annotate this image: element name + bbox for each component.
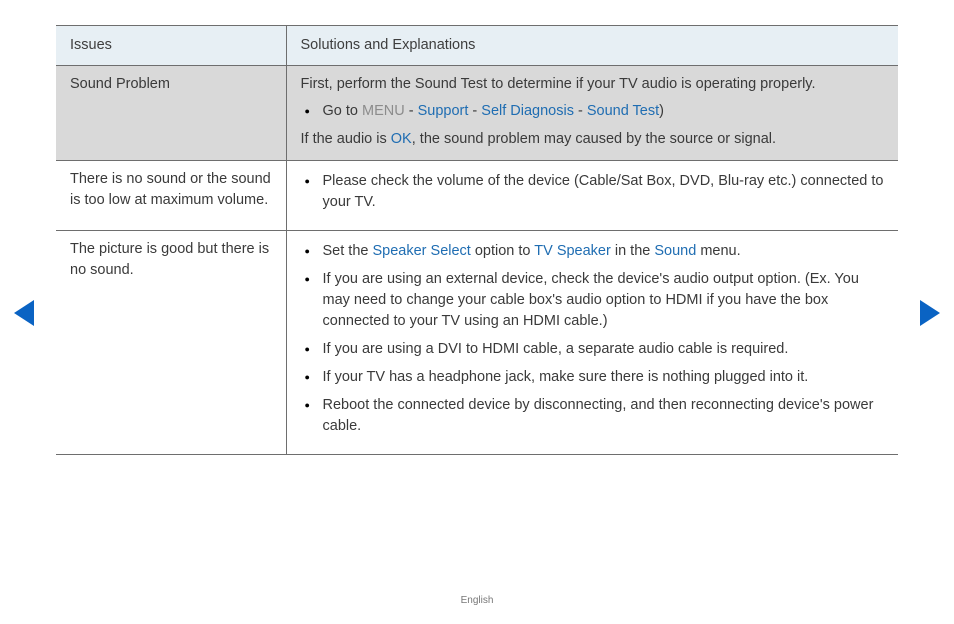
- table-row: There is no sound or the sound is too lo…: [56, 161, 898, 231]
- speaker-select-link: Speaker Select: [372, 243, 470, 259]
- table-row: The picture is good but there is no soun…: [56, 231, 898, 455]
- text: -: [468, 103, 481, 119]
- header-issues: Issues: [56, 26, 286, 66]
- manual-page: Issues Solutions and Explanations Sound …: [56, 25, 898, 455]
- troubleshooting-table: Issues Solutions and Explanations Sound …: [56, 25, 898, 455]
- text: -: [574, 103, 587, 119]
- solution-cell: Set the Speaker Select option to TV Spea…: [286, 231, 898, 455]
- solution-cell: Please check the volume of the device (C…: [286, 161, 898, 231]
- solution-bullet: Go to MENU - Support - Self Diagnosis - …: [301, 101, 885, 122]
- text: If the audio is: [301, 131, 391, 147]
- text: Set the: [323, 243, 373, 259]
- text: option to: [471, 243, 534, 259]
- menu-support-link: Support: [418, 103, 469, 119]
- solution-bullet: Set the Speaker Select option to TV Spea…: [301, 241, 885, 262]
- table-header-row: Issues Solutions and Explanations: [56, 26, 898, 66]
- sound-menu-link: Sound: [654, 243, 696, 259]
- solution-intro: First, perform the Sound Test to determi…: [301, 74, 885, 95]
- solution-bullet: If you are using a DVI to HDMI cable, a …: [301, 339, 885, 360]
- solution-cell: First, perform the Sound Test to determi…: [286, 66, 898, 161]
- menu-soundtest-link: Sound Test: [587, 103, 659, 119]
- prev-page-arrow-icon[interactable]: [14, 300, 34, 326]
- text: -: [405, 103, 418, 119]
- page-footer-language: English: [0, 595, 954, 606]
- text: ): [659, 103, 664, 119]
- solution-bullet: Please check the volume of the device (C…: [301, 171, 885, 213]
- text: menu.: [696, 243, 740, 259]
- table-row: Sound Problem First, perform the Sound T…: [56, 66, 898, 161]
- menu-selfdiagnosis-link: Self Diagnosis: [481, 103, 574, 119]
- issue-cell: The picture is good but there is no soun…: [56, 231, 286, 455]
- solution-bullet: If your TV has a headphone jack, make su…: [301, 367, 885, 388]
- text: in the: [611, 243, 655, 259]
- solution-bullet: If you are using an external device, che…: [301, 269, 885, 332]
- text: Go to: [323, 103, 363, 119]
- next-page-arrow-icon[interactable]: [920, 300, 940, 326]
- ok-label: OK: [391, 131, 412, 147]
- issue-cell: Sound Problem: [56, 66, 286, 161]
- text: , the sound problem may caused by the so…: [412, 131, 776, 147]
- issue-cell: There is no sound or the sound is too lo…: [56, 161, 286, 231]
- header-solutions: Solutions and Explanations: [286, 26, 898, 66]
- menu-label: MENU: [362, 103, 405, 119]
- solution-note: If the audio is OK, the sound problem ma…: [301, 129, 885, 150]
- solution-bullet: Reboot the connected device by disconnec…: [301, 395, 885, 437]
- tv-speaker-link: TV Speaker: [534, 243, 611, 259]
